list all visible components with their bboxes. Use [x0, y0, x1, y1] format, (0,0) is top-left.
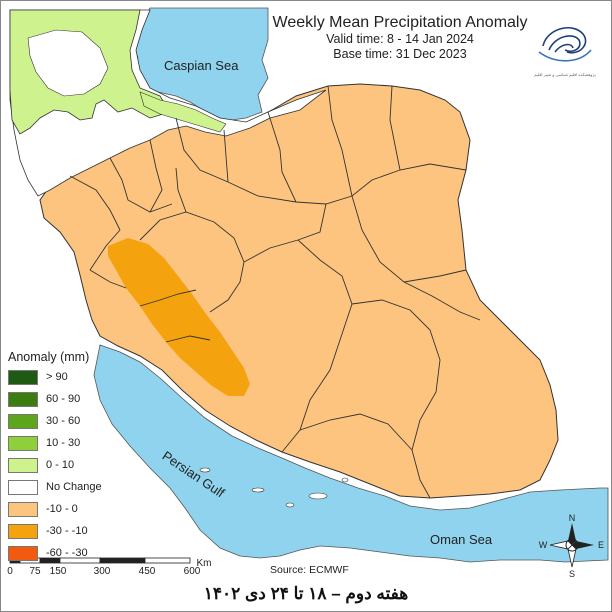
legend-swatch: [8, 413, 38, 429]
legend-item: 30 - 60: [8, 410, 123, 432]
legend-swatch: [8, 501, 38, 517]
legend-label: 0 - 10: [46, 459, 75, 471]
persian-gulf-oman-sea: [93, 344, 609, 563]
compass-rose: N S W E: [539, 513, 604, 579]
legend-label: > 90: [46, 371, 68, 383]
compass-e: E: [598, 540, 604, 550]
province-boundaries: [69, 85, 481, 499]
legend-item: > 90: [8, 366, 123, 388]
legend-item: 60 - 90: [8, 388, 123, 410]
legend-label: No Change: [46, 481, 102, 493]
compass-n: N: [569, 513, 576, 523]
legend-item: No Change: [8, 476, 123, 498]
legend-label: 30 - 60: [46, 415, 81, 427]
scale-tick: 150: [49, 566, 67, 577]
scale-bar: [9, 557, 191, 564]
legend-label: -10 - 0: [46, 503, 78, 515]
legend-item: -30 - -10: [8, 520, 123, 542]
valid-time: Valid time: 8 - 14 Jan 2024: [326, 32, 474, 46]
scale-tick: 600: [183, 566, 201, 577]
legend-label: -60 - -30: [46, 547, 88, 559]
legend-swatch: [8, 523, 38, 539]
compass-w: W: [539, 540, 548, 550]
iran-region-light: [39, 83, 559, 499]
scale-tick: 0: [7, 566, 13, 577]
legend-item: 10 - 30: [8, 432, 123, 454]
logo-text: پژوهشکده اقلیم شناسی و تغییر اقلیم: [534, 72, 596, 77]
scale-tick: 450: [138, 566, 156, 577]
legend-swatch: [8, 435, 38, 451]
legend-swatch: [8, 479, 38, 495]
legend-swatch: [8, 369, 38, 385]
scale-tick: 75: [29, 566, 41, 577]
base-time: Base time: 31 Dec 2023: [333, 47, 467, 61]
scale-tick: 300: [93, 566, 111, 577]
map-title: Weekly Mean Precipitation Anomaly: [272, 14, 528, 31]
legend-swatch: [8, 391, 38, 407]
oman-sea-label: Oman Sea: [430, 532, 493, 547]
source-credit: Source: ECMWF: [270, 564, 349, 576]
persian-date-footer: هفته دوم – ۱۸ تا ۲۴ دی ۱۴۰۲: [203, 584, 409, 603]
zagros-medium-orange: [108, 238, 250, 396]
scale-unit: Km: [196, 558, 212, 569]
scale-labels: 0 75 150 300 450 600 Km: [0, 558, 260, 580]
legend-label: 10 - 30: [46, 437, 81, 449]
legend-swatch: [8, 457, 38, 473]
gulf-islands: [199, 467, 349, 508]
legend-swatch: [8, 545, 38, 561]
caspian-sea-label: Caspian Sea: [164, 58, 239, 73]
institute-logo: [538, 26, 592, 62]
legend-title: Anomaly (mm): [8, 350, 90, 364]
northwest-white-patch: [27, 29, 109, 97]
legend-label: -30 - -10: [46, 525, 88, 537]
legend-item: -10 - 0: [8, 498, 123, 520]
compass-s: S: [569, 569, 575, 579]
legend: Anomaly (mm) > 90 60 - 90 30 - 60 10 - 30 0 …: [8, 350, 123, 564]
legend-label: 60 - 90: [46, 393, 81, 405]
legend-item: -60 - -30: [8, 542, 123, 564]
legend-item: 0 - 10: [8, 454, 123, 476]
caspian-coast-green: [139, 91, 227, 133]
title-block: Weekly Mean Precipitation Anomaly Valid …: [255, 14, 545, 62]
